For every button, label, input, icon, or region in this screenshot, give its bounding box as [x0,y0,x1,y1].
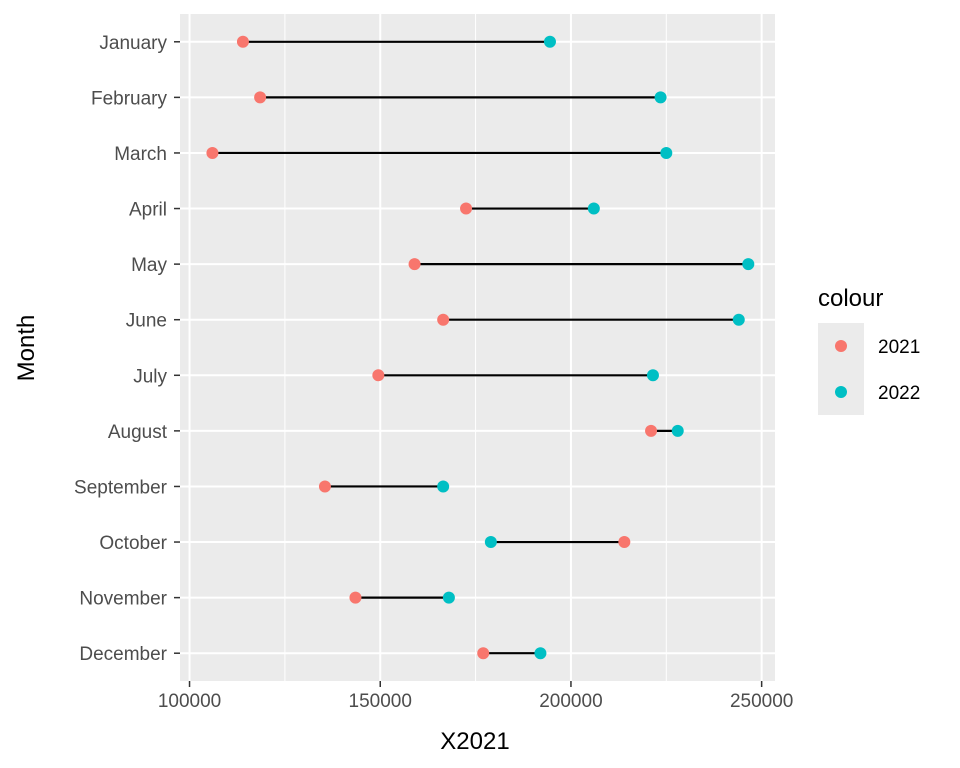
point-2021-january [236,35,249,48]
point-2021-july [372,369,385,382]
point-2021-august [645,424,658,437]
legend-key-2021 [835,340,847,352]
legend: colour 2021 2022 [818,285,920,415]
y-axis-title: Month [13,315,40,382]
legend-label-2021: 2021 [878,337,920,358]
point-2022-july [646,369,659,382]
point-2022-august [671,424,684,437]
x-tick-label: 250000 [730,691,793,712]
y-axis: January February March April May June July Augu… [74,33,180,665]
y-tick-label: August [108,422,168,443]
y-tick-label: September [74,477,168,498]
x-axis-title: X2021 [440,728,509,755]
x-tick-label: 200000 [539,691,602,712]
y-tick-label: July [133,366,167,387]
points [206,35,755,660]
legend-title: colour [818,285,883,312]
y-tick-label: January [99,33,167,54]
point-2021-february [254,91,267,104]
point-2021-november [349,591,362,604]
point-2022-september [437,480,450,493]
y-tick-label: November [79,589,167,610]
point-2022-november [442,591,455,604]
legend-label-2022: 2022 [878,383,920,404]
x-tick-label: 150000 [349,691,412,712]
y-tick-label: December [79,644,167,665]
y-tick-label: October [99,533,167,554]
point-2021-march [206,146,219,159]
point-2021-june [437,313,450,326]
x-tick-label: 100000 [158,691,221,712]
point-2021-september [318,480,331,493]
y-tick-label: April [129,200,167,221]
y-tick-label: February [91,88,168,109]
point-2022-february [654,91,667,104]
point-2022-october [484,536,497,549]
plot-panel [180,14,775,681]
legend-key-2022 [835,386,847,398]
point-2022-april [587,202,600,215]
point-2021-october [618,536,631,549]
y-tick-label: June [126,311,167,332]
point-2022-june [732,313,745,326]
x-axis: 100000 150000 200000 250000 [158,681,793,712]
point-2022-january [543,35,556,48]
point-2022-may [742,258,755,271]
point-2022-march [660,146,673,159]
point-2021-december [477,647,490,660]
point-2021-april [460,202,473,215]
segments [212,40,749,655]
y-tick-label: May [131,255,167,276]
point-2021-may [408,258,421,271]
y-tick-label: March [114,144,167,165]
point-2022-december [534,647,547,660]
